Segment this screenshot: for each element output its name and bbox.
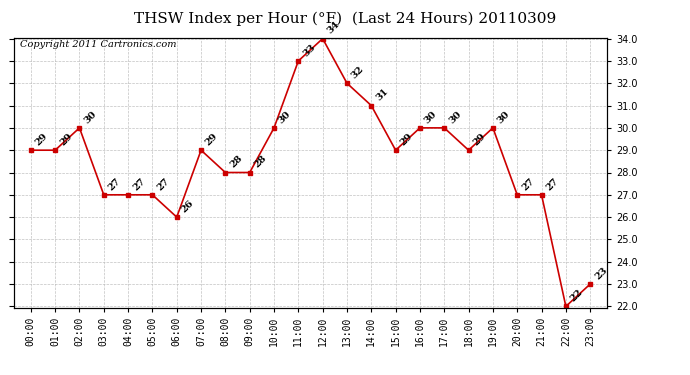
- Text: 27: 27: [544, 176, 560, 192]
- Text: 29: 29: [471, 132, 487, 147]
- Text: 27: 27: [520, 176, 536, 192]
- Text: 28: 28: [228, 154, 244, 170]
- Text: 31: 31: [374, 87, 390, 103]
- Text: 29: 29: [58, 132, 74, 147]
- Text: 28: 28: [253, 154, 268, 170]
- Text: 29: 29: [34, 132, 50, 147]
- Text: 23: 23: [593, 266, 609, 281]
- Text: 32: 32: [350, 64, 366, 81]
- Text: 29: 29: [204, 132, 219, 147]
- Text: 30: 30: [495, 109, 512, 125]
- Text: 33: 33: [301, 42, 317, 58]
- Text: 27: 27: [106, 176, 122, 192]
- Text: 30: 30: [82, 109, 98, 125]
- Text: Copyright 2011 Cartronics.com: Copyright 2011 Cartronics.com: [20, 40, 176, 49]
- Text: 29: 29: [398, 132, 414, 147]
- Text: 27: 27: [131, 176, 147, 192]
- Text: 34: 34: [326, 20, 342, 36]
- Text: 30: 30: [423, 109, 439, 125]
- Text: 27: 27: [155, 176, 171, 192]
- Text: 30: 30: [277, 109, 293, 125]
- Text: 22: 22: [569, 288, 584, 304]
- Text: 26: 26: [179, 198, 195, 214]
- Text: 30: 30: [447, 109, 463, 125]
- Text: THSW Index per Hour (°F)  (Last 24 Hours) 20110309: THSW Index per Hour (°F) (Last 24 Hours)…: [134, 11, 556, 26]
